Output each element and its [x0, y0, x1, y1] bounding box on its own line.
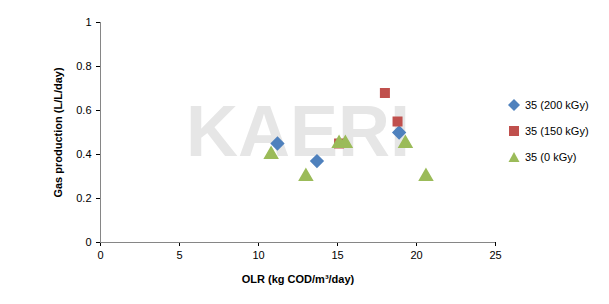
svg-text:25: 25	[489, 249, 501, 261]
svg-text:OLR (kg COD/m³/day): OLR (kg COD/m³/day)	[242, 273, 355, 285]
svg-text:0: 0	[85, 236, 91, 248]
svg-text:10: 10	[252, 249, 264, 261]
svg-text:0: 0	[97, 249, 103, 261]
svg-text:0.2: 0.2	[76, 192, 91, 204]
svg-text:KAERI: KAERI	[186, 91, 410, 171]
svg-text:20: 20	[410, 249, 422, 261]
svg-text:Gas production (L/L/day): Gas production (L/L/day)	[52, 67, 64, 198]
html-text:35 (200 kGy): 35 (200 kGy)	[525, 99, 589, 111]
svg-text:0.4: 0.4	[76, 148, 91, 160]
svg-text:1: 1	[85, 16, 91, 28]
html-text:35 (150 kGy): 35 (150 kGy)	[525, 125, 589, 137]
svg-text:15: 15	[331, 249, 343, 261]
svg-text:5: 5	[176, 249, 182, 261]
svg-text:0.8: 0.8	[76, 60, 91, 72]
html-text:35 (0 kGy): 35 (0 kGy)	[525, 151, 577, 163]
svg-text:0.6: 0.6	[76, 104, 91, 116]
